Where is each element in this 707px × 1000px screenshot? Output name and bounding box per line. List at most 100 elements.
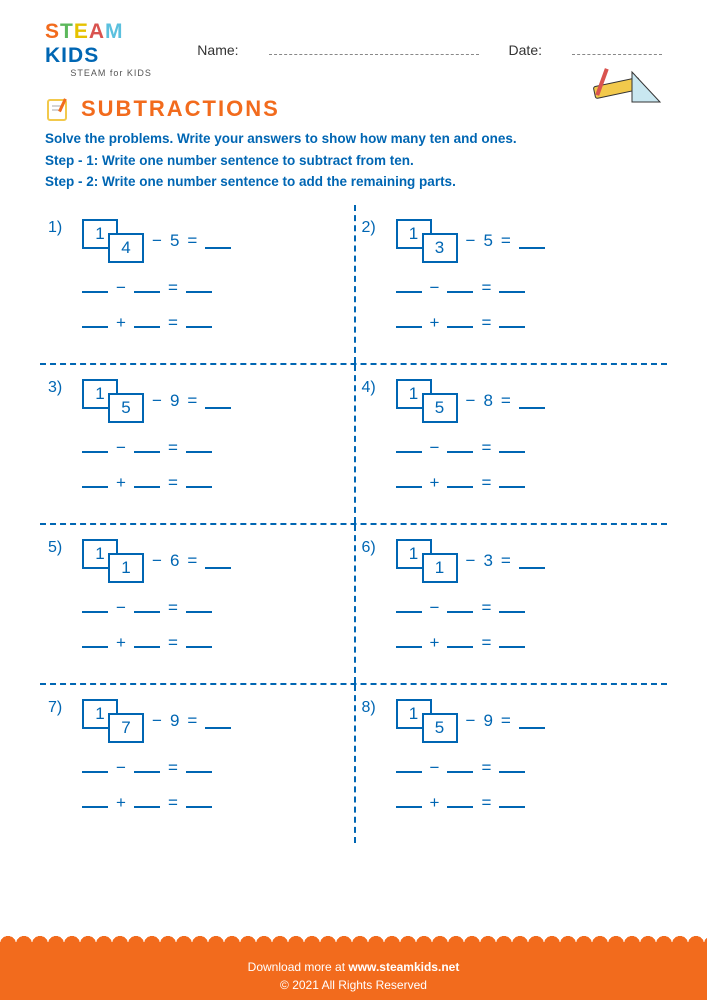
answer-blank[interactable] <box>447 792 473 808</box>
answer-blank[interactable] <box>447 312 473 328</box>
answer-blank[interactable] <box>447 472 473 488</box>
subtrahend: 5 <box>170 231 179 251</box>
subtrahend: 8 <box>483 391 492 411</box>
answer-blank[interactable] <box>396 597 422 613</box>
answer-blank[interactable] <box>82 312 108 328</box>
answer-blank[interactable] <box>134 277 160 293</box>
answer-blank[interactable] <box>82 277 108 293</box>
name-date-fields: Name: Date: <box>197 41 662 58</box>
problem-number: 1) <box>48 219 70 237</box>
answer-blank[interactable] <box>519 713 545 729</box>
answer-blank[interactable] <box>396 757 422 773</box>
equals-sign: = <box>187 391 197 411</box>
problem-cell: 3) 1 5 − 9 = − <box>40 365 354 523</box>
answer-blank[interactable] <box>519 553 545 569</box>
problems-grid: 1) 1 4 − 5 = − <box>0 205 707 843</box>
answer-blank[interactable] <box>447 757 473 773</box>
answer-blank[interactable] <box>519 233 545 249</box>
answer-blank[interactable] <box>186 792 212 808</box>
tens-ones-boxes: 1 1 <box>82 539 144 583</box>
equals-sign: = <box>187 231 197 251</box>
answer-blank[interactable] <box>396 792 422 808</box>
answer-blank[interactable] <box>499 312 525 328</box>
equals-sign: = <box>501 711 511 731</box>
answer-blank[interactable] <box>396 277 422 293</box>
problem-number: 6) <box>362 539 384 557</box>
answer-blank[interactable] <box>447 597 473 613</box>
answer-blank[interactable] <box>205 393 231 409</box>
answer-blank[interactable] <box>186 472 212 488</box>
ones-box: 4 <box>108 233 144 263</box>
equals-sign: = <box>501 231 511 251</box>
answer-blank[interactable] <box>134 437 160 453</box>
ones-box: 5 <box>108 393 144 423</box>
problem-cell: 6) 1 1 − 3 = − <box>354 525 668 683</box>
page-title: SUBTRACTIONS <box>81 96 280 122</box>
tens-ones-boxes: 1 4 <box>82 219 144 263</box>
tens-ones-boxes: 1 5 <box>396 379 458 423</box>
answer-blank[interactable] <box>82 792 108 808</box>
problem-number: 7) <box>48 699 70 717</box>
name-input-line[interactable] <box>269 41 479 55</box>
date-input-line[interactable] <box>572 41 662 55</box>
answer-blank[interactable] <box>82 437 108 453</box>
answer-blank[interactable] <box>499 277 525 293</box>
tens-ones-boxes: 1 3 <box>396 219 458 263</box>
subtrahend: 5 <box>483 231 492 251</box>
answer-blank[interactable] <box>134 757 160 773</box>
tens-ones-boxes: 1 5 <box>82 379 144 423</box>
subtrahend: 9 <box>483 711 492 731</box>
answer-blank[interactable] <box>186 757 212 773</box>
logo-subtitle: STEAM for KIDS <box>45 68 177 78</box>
answer-blank[interactable] <box>186 437 212 453</box>
answer-blank[interactable] <box>499 437 525 453</box>
tens-ones-boxes: 1 1 <box>396 539 458 583</box>
answer-blank[interactable] <box>396 437 422 453</box>
answer-blank[interactable] <box>186 632 212 648</box>
answer-blank[interactable] <box>499 472 525 488</box>
problem-number: 5) <box>48 539 70 557</box>
equals-sign: = <box>501 551 511 571</box>
answer-blank[interactable] <box>134 597 160 613</box>
answer-blank[interactable] <box>447 437 473 453</box>
answer-blank[interactable] <box>519 393 545 409</box>
problem-number: 3) <box>48 379 70 397</box>
answer-blank[interactable] <box>134 792 160 808</box>
answer-blank[interactable] <box>396 632 422 648</box>
answer-blank[interactable] <box>396 312 422 328</box>
answer-blank[interactable] <box>82 632 108 648</box>
answer-blank[interactable] <box>134 472 160 488</box>
answer-blank[interactable] <box>186 597 212 613</box>
answer-blank[interactable] <box>499 757 525 773</box>
answer-blank[interactable] <box>499 792 525 808</box>
minus-sign: − <box>152 391 162 411</box>
answer-blank[interactable] <box>499 632 525 648</box>
answer-blank[interactable] <box>447 632 473 648</box>
minus-sign: − <box>152 231 162 251</box>
answer-blank[interactable] <box>499 597 525 613</box>
answer-blank[interactable] <box>82 472 108 488</box>
answer-blank[interactable] <box>205 713 231 729</box>
problem-cell: 2) 1 3 − 5 = − <box>354 205 668 363</box>
problem-cell: 7) 1 7 − 9 = − <box>40 685 354 843</box>
problem-cell: 1) 1 4 − 5 = − <box>40 205 354 363</box>
answer-blank[interactable] <box>186 277 212 293</box>
logo: STEAM KIDS STEAM for KIDS <box>45 20 177 78</box>
ones-box: 5 <box>422 713 458 743</box>
footer-url: www.steamkids.net <box>348 960 459 974</box>
answer-blank[interactable] <box>396 472 422 488</box>
minus-sign: − <box>466 391 476 411</box>
answer-blank[interactable] <box>82 757 108 773</box>
answer-blank[interactable] <box>134 632 160 648</box>
answer-blank[interactable] <box>205 553 231 569</box>
answer-blank[interactable] <box>186 312 212 328</box>
answer-blank[interactable] <box>82 597 108 613</box>
answer-blank[interactable] <box>134 312 160 328</box>
footer: Download more at www.steamkids.net © 202… <box>0 944 707 1000</box>
minus-sign: − <box>152 711 162 731</box>
equals-sign: = <box>187 551 197 571</box>
answer-blank[interactable] <box>447 277 473 293</box>
answer-blank[interactable] <box>205 233 231 249</box>
date-label: Date: <box>509 42 542 58</box>
ones-box: 5 <box>422 393 458 423</box>
